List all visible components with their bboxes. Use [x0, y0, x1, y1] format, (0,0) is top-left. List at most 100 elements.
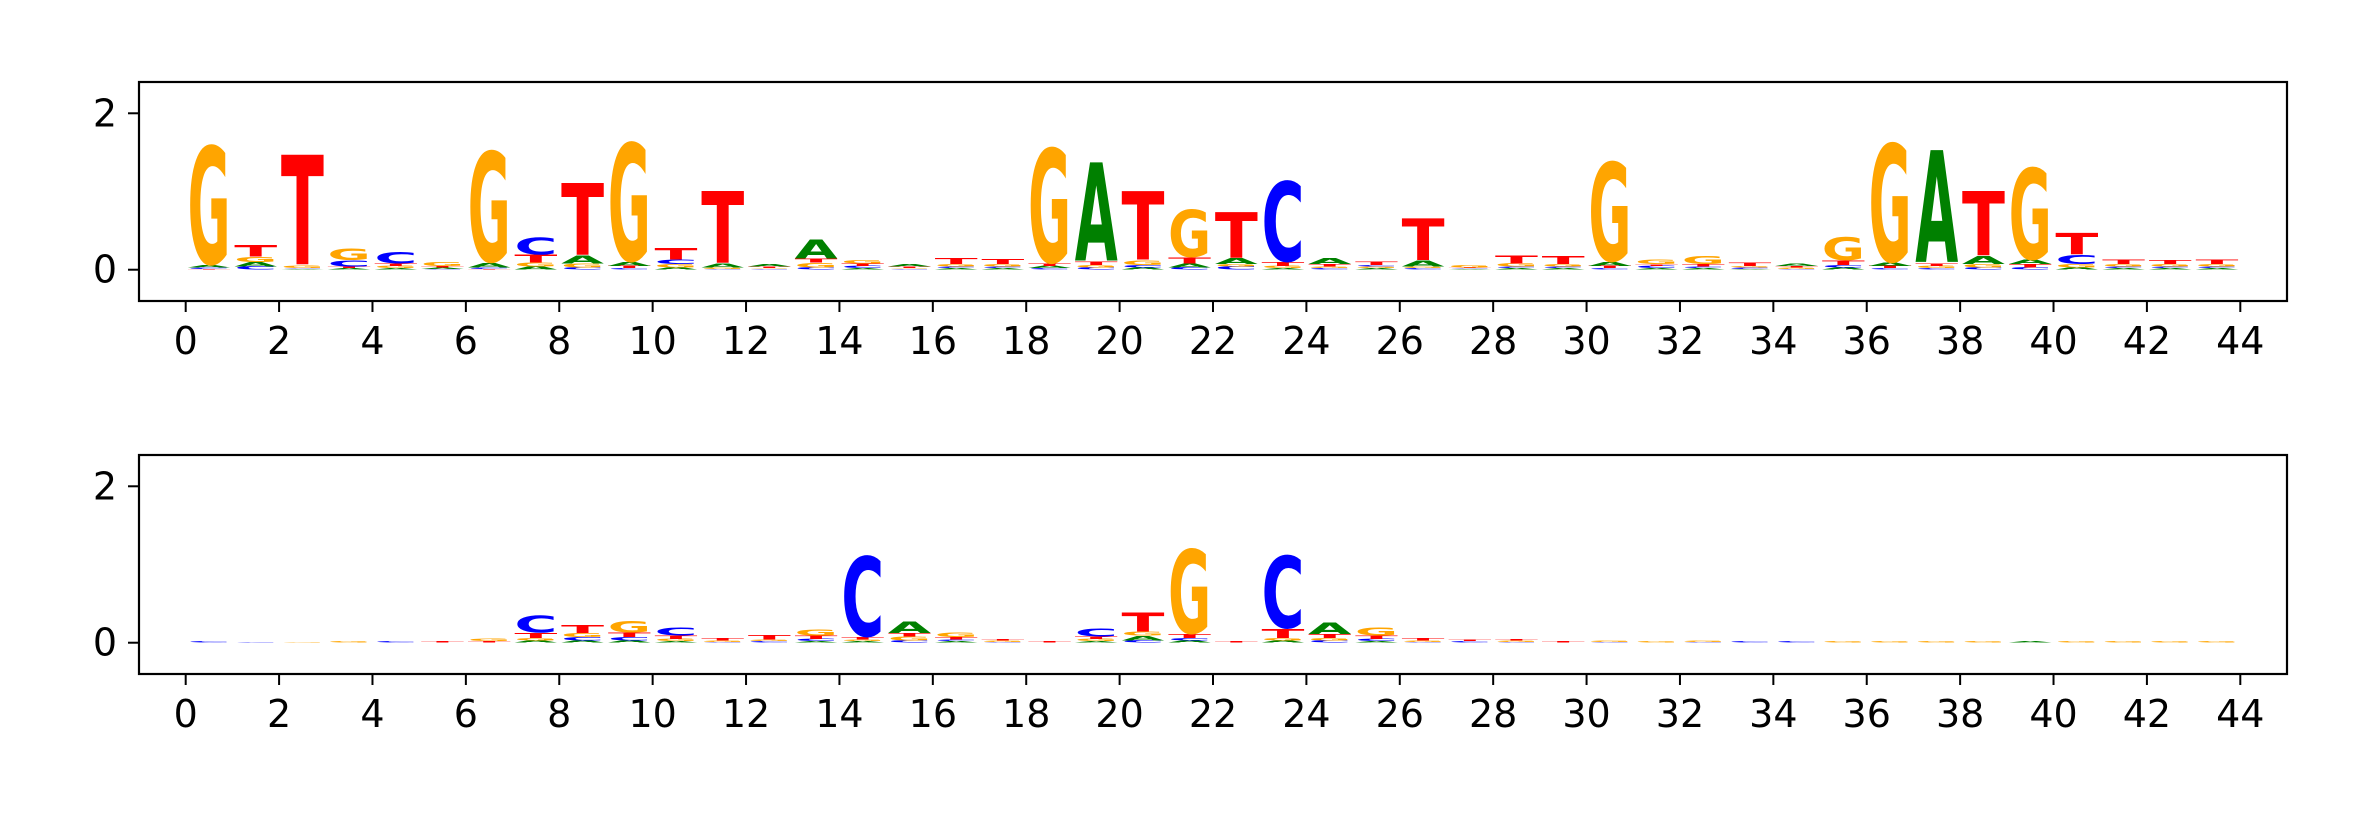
logo-column: C [1729, 641, 1772, 643]
logo-letter-C: C [1869, 268, 1912, 270]
logo-letter-A: A [841, 641, 885, 643]
logo-letter-T: T [374, 263, 418, 267]
logo-column: G [328, 641, 371, 643]
logo-letter-G: G [1355, 626, 1398, 638]
logo-letter-A: A [561, 640, 605, 644]
logo-letter-G: G [1869, 113, 1912, 300]
logo-letter-T: T [935, 637, 979, 641]
logo-letter-C: C [841, 535, 884, 662]
y-axis: 02 [93, 464, 139, 665]
logo-letter-G: G [655, 264, 698, 269]
logo-letter-G: G [888, 635, 931, 641]
logo-letter-C: C [748, 641, 791, 643]
x-tick-label: 2 [267, 319, 291, 363]
x-tick-label: 16 [909, 692, 957, 736]
logo-letter-G: G [701, 267, 744, 269]
x-tick-label: 4 [360, 319, 384, 363]
logo-letter-C: C [1542, 266, 1585, 268]
logo-letter-G: G [514, 637, 557, 641]
logo-letter-A: A [514, 640, 558, 644]
logo-letter-G: G [468, 638, 511, 642]
logo-letter-C: C [1682, 642, 1725, 643]
logo-letter-T: T [1215, 200, 1258, 273]
logo-letter-G: G [981, 264, 1024, 268]
logo-letter-C: C [514, 612, 557, 638]
logo-letter-T: T [1822, 259, 1866, 266]
logo-letter-A: A [1121, 635, 1165, 642]
x-tick-label: 12 [722, 692, 770, 736]
logo-letter-G: G [2102, 641, 2145, 643]
logo-letter-G: G [1121, 631, 1164, 637]
logo-letter-A: A [1355, 268, 1399, 270]
logo-column: G [1822, 641, 1865, 643]
x-tick-label: 18 [1002, 319, 1050, 363]
logo-letter-G: G [1822, 641, 1865, 643]
x-tick-label: 40 [2029, 319, 2077, 363]
logo-letter-A: A [1355, 641, 1399, 643]
logo-letter-T: T [2055, 227, 2099, 261]
logo-letter-C: C [1588, 268, 1631, 270]
logo-letter-T: T [1121, 173, 1164, 282]
logo-column: CGT [701, 637, 745, 642]
logo-letter-T: T [841, 637, 885, 641]
x-tick-label: 0 [174, 319, 198, 363]
logo-letter-T: T [234, 242, 278, 260]
logo-letter-T: T [1495, 254, 1538, 266]
logo-letter-T: T [1308, 633, 1352, 639]
logo-letter-T: T [701, 637, 745, 641]
logo-letter-T: T [1869, 265, 1913, 269]
logo-letter-A: A [2149, 268, 2193, 270]
logo-letter-T: T [1028, 263, 1072, 267]
logo-letter-T: T [514, 631, 558, 640]
logo-letter-C: C [608, 636, 651, 641]
logo-letter-C: C [1775, 641, 1818, 643]
logo-letter-T: T [795, 258, 839, 264]
logo-letter-A: A [1121, 267, 1165, 271]
logo-letter-C: C [1729, 267, 1772, 269]
logo-letter-C: C [2009, 267, 2052, 271]
logo-letter-T: T [981, 257, 1025, 266]
x-axis: 0 2 4 6 8 10 12 14 16 18 20 22 24 26 28 30 32 34 36 38 40 42 4… [174, 301, 2264, 363]
logo-letter-T: T [748, 266, 792, 268]
x-tick-label: 38 [1936, 319, 1984, 363]
logo-letter-A: A [795, 641, 839, 643]
logo-letter-G: G [935, 631, 978, 638]
x-tick-label: 38 [1936, 692, 1984, 736]
x-tick-label: 8 [547, 319, 571, 363]
logo-letter-G: G [1962, 641, 2005, 643]
logo-letter-A: A [701, 263, 745, 269]
logo-letter-G: G [608, 618, 651, 636]
logo-letter-A: A [1869, 262, 1913, 267]
logo-letter-G: G [655, 638, 698, 642]
logo-column: C [374, 641, 417, 643]
logo-letter-C: C [468, 267, 511, 269]
logo-letter-T: T [1215, 641, 1259, 643]
x-tick-label: 14 [815, 319, 863, 363]
logo-letter-C: C [1635, 265, 1678, 269]
logo-letter-A: A [1915, 121, 1958, 299]
x-tick-label: 34 [1749, 319, 1797, 363]
logo-letter-T: T [1542, 254, 1585, 266]
logo-column: T [421, 641, 465, 643]
x-tick-label: 42 [2123, 692, 2171, 736]
logo-letter-C: C [1915, 268, 1958, 270]
logo-letter-A: A [1775, 263, 1819, 267]
